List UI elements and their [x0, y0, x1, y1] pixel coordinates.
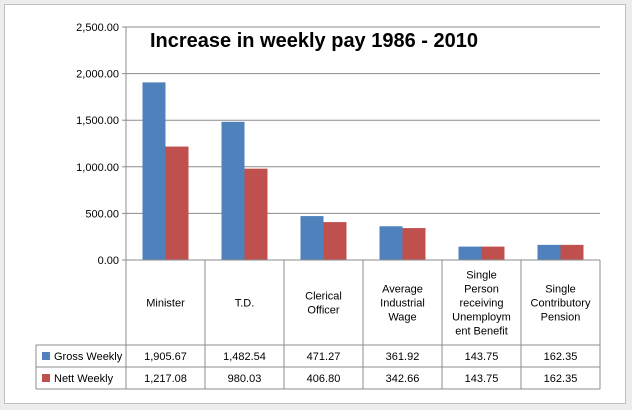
data-label: 143.75 [465, 373, 499, 385]
legend-swatch [42, 352, 50, 360]
y-tick-label: 2,500.00 [76, 22, 119, 34]
category-label: Single Person receiving Unemploym ent Benefi… [452, 270, 511, 338]
legend-label: Gross Weekly [54, 351, 123, 363]
chart-title: Increase in weekly pay 1986 - 2010 [150, 30, 478, 52]
data-label: 1,482.54 [223, 351, 266, 363]
bar-gross-weekly [142, 82, 166, 260]
bar-nett-weekly [323, 222, 347, 260]
chart-frame [4, 4, 626, 404]
y-tick-label: 500.00 [85, 208, 119, 220]
data-label: 143.75 [465, 351, 499, 363]
data-label: 1,905.67 [144, 351, 187, 363]
category-label: Average Industrial Wage [380, 284, 425, 324]
data-label: 342.66 [386, 373, 420, 385]
bar-nett-weekly [560, 244, 584, 260]
bar-nett-weekly [481, 246, 505, 260]
data-label: 361.92 [386, 351, 420, 363]
data-label: 1,217.08 [144, 373, 187, 385]
bar-gross-weekly [537, 244, 561, 260]
y-tick-label: 2,000.00 [76, 69, 119, 81]
bar-gross-weekly [458, 246, 482, 260]
y-tick-label: 0.00 [98, 255, 119, 267]
legend-label: Nett Weekly [54, 373, 114, 385]
data-label: 162.35 [544, 373, 578, 385]
category-label: T.D. [235, 298, 255, 310]
data-label: 406.80 [307, 373, 341, 385]
data-label: 471.27 [307, 351, 341, 363]
bar-gross-weekly [379, 226, 403, 260]
data-label: 162.35 [544, 351, 578, 363]
bar-nett-weekly [244, 168, 268, 260]
category-label: Clerical Officer [305, 291, 342, 317]
bar-nett-weekly [402, 228, 426, 260]
bar-gross-weekly [300, 216, 324, 260]
category-label: Single Contributory Pension [531, 284, 591, 324]
data-label: 980.03 [228, 373, 262, 385]
category-label: Minister [146, 298, 185, 310]
bar-gross-weekly [221, 121, 245, 260]
bar-nett-weekly [165, 146, 189, 260]
legend-swatch [42, 374, 50, 382]
y-tick-label: 1,500.00 [76, 115, 119, 127]
y-tick-label: 1,000.00 [76, 162, 119, 174]
